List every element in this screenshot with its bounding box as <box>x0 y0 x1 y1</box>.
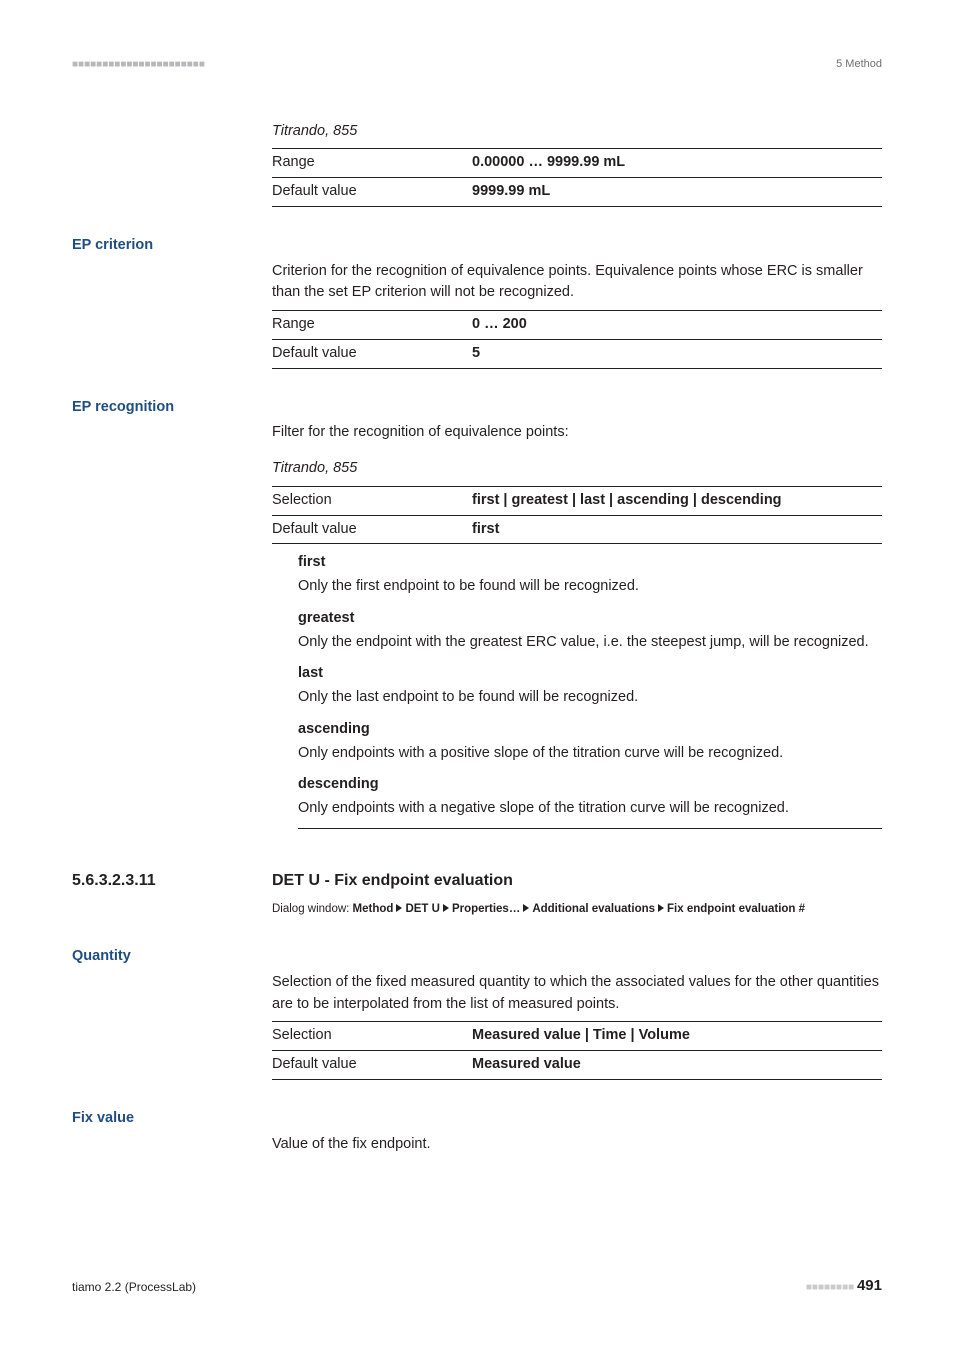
ep-criterion-label: EP criterion <box>72 235 882 257</box>
page-header: ■■■■■■■■■■■■■■■■■■■■■■ 5 Method <box>72 56 882 73</box>
table-row: Default value 9999.99 mL <box>272 178 882 207</box>
spec-val: first <box>472 515 882 544</box>
def-text: Only the last endpoint to be found will … <box>298 687 882 709</box>
page-footer: tiamo 2.2 (ProcessLab) ■■■■■■■■ 491 <box>72 1275 882 1298</box>
quantity-table: Selection Measured value | Time | Volume… <box>272 1021 882 1080</box>
path-seg: Fix endpoint evaluation # <box>667 903 805 915</box>
spec-key: Default value <box>272 515 472 544</box>
footer-page-number: 491 <box>857 1277 882 1294</box>
def-term: ascending <box>298 719 882 741</box>
quantity-label: Quantity <box>72 946 882 968</box>
fixvalue-desc: Value of the fix endpoint. <box>272 1134 882 1156</box>
table-row: Default value first <box>272 515 882 544</box>
table-row: Default value Measured value <box>272 1051 882 1080</box>
spec-val: 0 … 200 <box>472 311 882 340</box>
spec-key: Default value <box>272 339 472 368</box>
spec-key: Range <box>272 149 472 178</box>
def-term: greatest <box>298 608 882 630</box>
footer-product: tiamo 2.2 (ProcessLab) <box>72 1278 196 1296</box>
vol-spec-table: Range 0.00000 … 9999.99 mL Default value… <box>272 148 882 207</box>
def-text: Only endpoints with a negative slope of … <box>298 798 882 820</box>
titrando-caption: Titrando, 855 <box>272 121 882 143</box>
chevron-right-icon <box>658 904 664 912</box>
header-section: 5 Method <box>836 56 882 73</box>
spec-val: 9999.99 mL <box>472 178 882 207</box>
spec-key: Selection <box>272 486 472 515</box>
table-row: Range 0 … 200 <box>272 311 882 340</box>
chevron-right-icon <box>396 904 402 912</box>
ep-criterion-table: Range 0 … 200 Default value 5 <box>272 310 882 369</box>
section-title: DET U - Fix endpoint evaluation <box>272 869 513 893</box>
definition-list: first Only the first endpoint to be foun… <box>298 552 882 829</box>
chevron-right-icon <box>443 904 449 912</box>
ep-recognition-block: Filter for the recognition of equivalenc… <box>272 422 882 829</box>
def-text: Only the first endpoint to be found will… <box>298 576 882 598</box>
dialog-path: Dialog window: Method DET U Properties… Add… <box>272 901 882 918</box>
table-row: Selection Measured value | Time | Volume <box>272 1022 882 1051</box>
header-dashes: ■■■■■■■■■■■■■■■■■■■■■■ <box>72 57 205 72</box>
footer-dashes: ■■■■■■■■ <box>806 1282 857 1293</box>
fixvalue-label: Fix value <box>72 1108 882 1130</box>
path-seg: DET U <box>405 903 440 915</box>
quantity-desc: Selection of the fixed measured quantity… <box>272 972 882 1016</box>
fixvalue-block: Value of the fix endpoint. <box>272 1134 882 1156</box>
titrando-caption-2: Titrando, 855 <box>272 458 882 480</box>
def-term: first <box>298 552 882 574</box>
def-term: last <box>298 663 882 685</box>
path-seg: Additional evaluations <box>532 903 655 915</box>
chevron-right-icon <box>523 904 529 912</box>
ep-criterion-block: Criterion for the recognition of equival… <box>272 261 882 369</box>
spec-val: 0.00000 … 9999.99 mL <box>472 149 882 178</box>
section-heading-row: 5.6.3.2.3.11 DET U - Fix endpoint evalua… <box>72 869 882 893</box>
def-text: Only endpoints with a positive slope of … <box>298 743 882 765</box>
table-row: Default value 5 <box>272 339 882 368</box>
ep-recognition-label: EP recognition <box>72 397 882 419</box>
path-seg: Method <box>353 903 394 915</box>
ep-criterion-desc: Criterion for the recognition of equival… <box>272 261 882 305</box>
titrando-vol-block: Titrando, 855 Range 0.00000 … 9999.99 mL… <box>272 121 882 207</box>
dialog-path-prefix: Dialog window: <box>272 903 353 915</box>
spec-val: Measured value <box>472 1051 882 1080</box>
ep-recognition-desc: Filter for the recognition of equivalenc… <box>272 422 882 444</box>
spec-key: Range <box>272 311 472 340</box>
section-number: 5.6.3.2.3.11 <box>72 869 272 893</box>
def-text: Only the endpoint with the greatest ERC … <box>298 632 882 654</box>
path-seg: Properties… <box>452 903 520 915</box>
spec-key: Default value <box>272 1051 472 1080</box>
table-row: Selection first | greatest | last | asce… <box>272 486 882 515</box>
spec-key: Selection <box>272 1022 472 1051</box>
table-row: Range 0.00000 … 9999.99 mL <box>272 149 882 178</box>
definition-rule <box>298 828 882 829</box>
def-term: descending <box>298 774 882 796</box>
quantity-block: Selection of the fixed measured quantity… <box>272 972 882 1080</box>
footer-right: ■■■■■■■■ 491 <box>806 1275 882 1298</box>
spec-val: 5 <box>472 339 882 368</box>
spec-val: Measured value | Time | Volume <box>472 1022 882 1051</box>
spec-key: Default value <box>272 178 472 207</box>
spec-val: first | greatest | last | ascending | de… <box>472 486 882 515</box>
ep-recognition-table: Selection first | greatest | last | asce… <box>272 486 882 545</box>
